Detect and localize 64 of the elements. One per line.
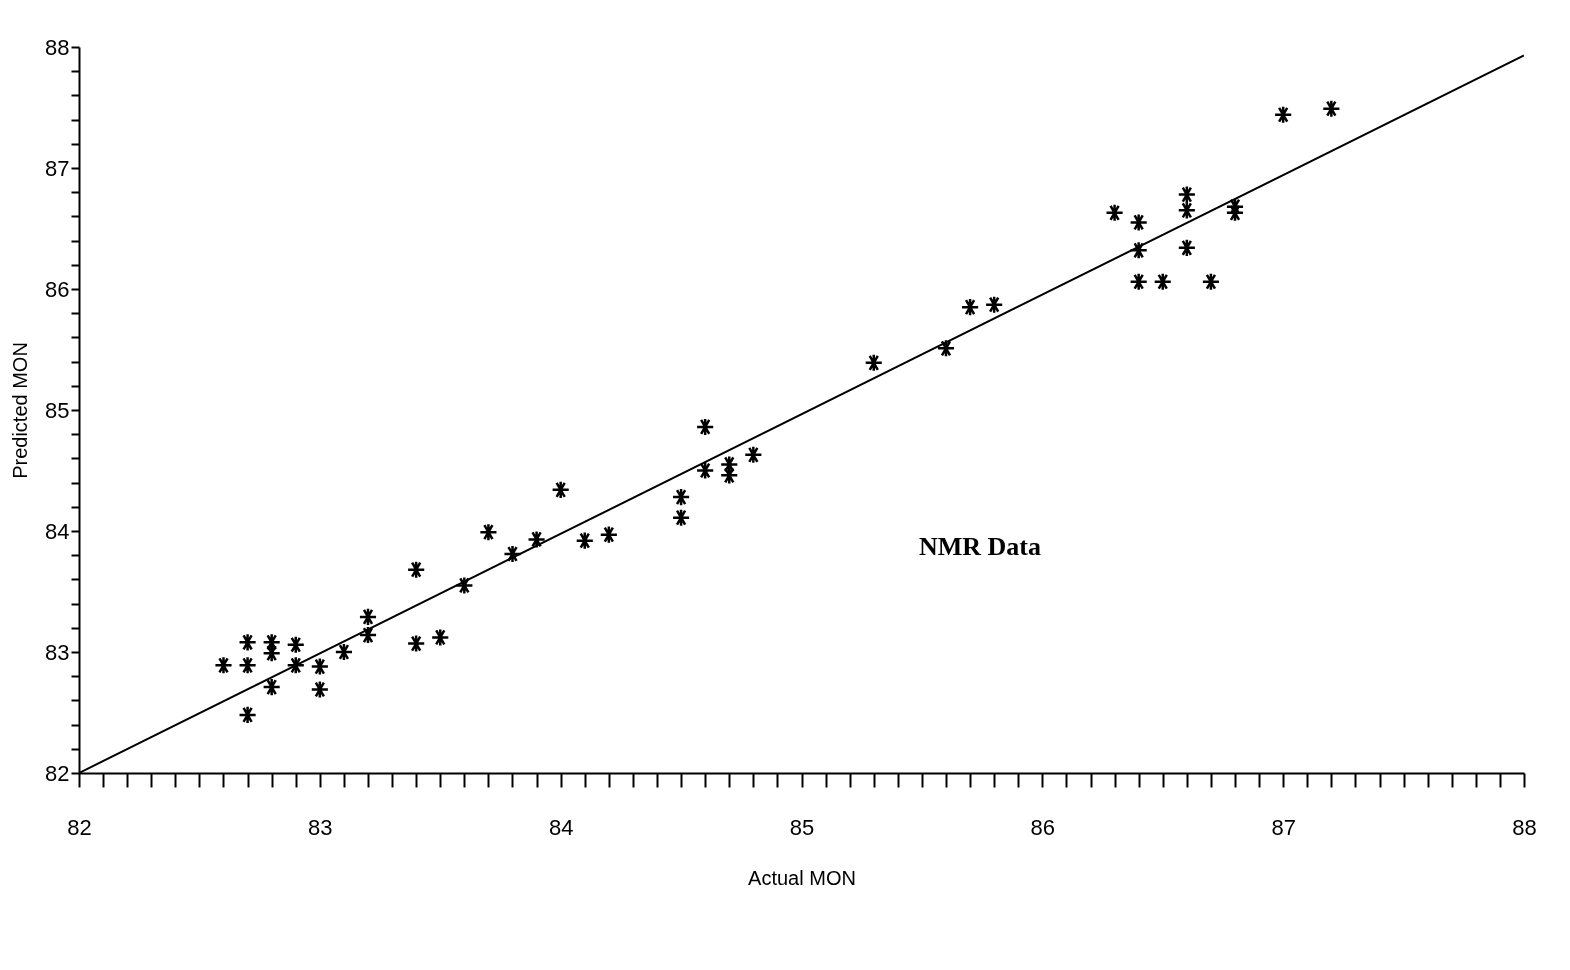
point: [1129, 272, 1148, 292]
point: [238, 656, 257, 675]
x-tick-label: 82: [67, 814, 92, 840]
point: [1177, 185, 1197, 204]
point: [551, 480, 570, 500]
point: [527, 530, 546, 549]
point: [430, 628, 450, 647]
point: [1177, 238, 1197, 258]
point: [238, 705, 257, 725]
point: [310, 680, 330, 699]
y-tick-label: 87: [45, 155, 70, 181]
annotation: NMR Data: [919, 532, 1042, 561]
x-tick-label: 83: [308, 814, 333, 840]
x-tick-label: 86: [1030, 814, 1056, 840]
point: [695, 461, 715, 480]
y-tick-label: 82: [45, 760, 70, 786]
point: [1129, 240, 1148, 260]
point: [503, 544, 522, 564]
point: [1177, 201, 1197, 220]
point: [1322, 99, 1341, 119]
point: [936, 338, 956, 358]
y-tick-label: 88: [45, 34, 70, 60]
point: [310, 657, 330, 676]
y-tick-label: 83: [45, 639, 70, 665]
point: [286, 635, 306, 655]
point: [744, 445, 763, 465]
point: [671, 487, 691, 507]
point: [262, 677, 281, 697]
x-tick-label: 88: [1512, 814, 1537, 840]
point: [864, 353, 884, 373]
point: [719, 466, 739, 485]
point: [671, 508, 691, 527]
point: [1153, 272, 1173, 292]
y-tick-label: 85: [45, 397, 70, 423]
point: [334, 642, 354, 662]
point: [1105, 203, 1124, 223]
point: [1129, 213, 1148, 232]
x-tick-label: 85: [789, 814, 815, 840]
point: [358, 607, 378, 627]
point: [214, 656, 233, 675]
y-tick-label: 86: [45, 276, 70, 302]
point: [358, 625, 378, 645]
point: [262, 643, 281, 663]
point: [984, 295, 1004, 315]
point: [406, 634, 426, 653]
y-tick-label: 84: [45, 518, 70, 544]
point: [695, 417, 715, 437]
x-axis-title: Actual MON: [748, 866, 856, 889]
point: [1273, 105, 1293, 125]
point: [575, 531, 595, 550]
point: [262, 633, 281, 652]
point: [479, 522, 498, 542]
point: [960, 297, 980, 317]
point: [238, 633, 257, 652]
x-tick-label: 87: [1271, 814, 1296, 840]
y-axis-title: Predicted MON: [9, 342, 32, 479]
point: [1225, 203, 1245, 223]
point: [719, 455, 739, 474]
point: [286, 656, 306, 675]
point: [455, 576, 474, 595]
point: [599, 525, 619, 544]
x-tick-label: 84: [548, 814, 574, 840]
point: [1201, 272, 1221, 292]
point: [406, 560, 426, 580]
